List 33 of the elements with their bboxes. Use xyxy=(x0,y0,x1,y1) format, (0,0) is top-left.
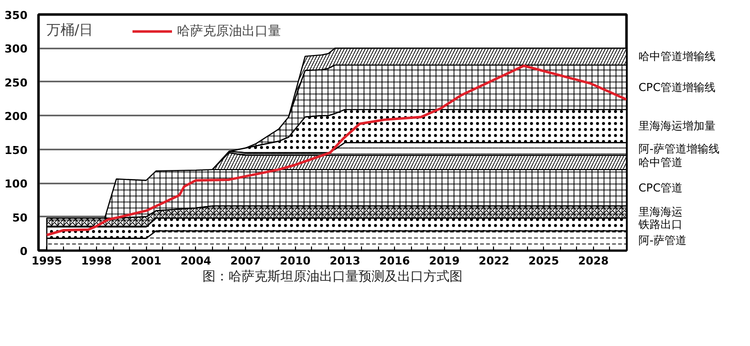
x-tick-label: 1995 xyxy=(31,254,62,268)
y-tick-label: 150 xyxy=(4,144,28,157)
series-label: CPC管道增输线 xyxy=(638,80,716,94)
line-series xyxy=(46,64,626,236)
x-tick-label: 2010 xyxy=(280,254,311,268)
x-tick-label: 2001 xyxy=(130,254,162,268)
legend-label: 哈萨克原油出口量 xyxy=(177,23,281,40)
series-label: 里海海运增加量 xyxy=(638,120,716,133)
x-tick-label: 2022 xyxy=(478,254,510,268)
x-tick-label: 2025 xyxy=(528,254,559,268)
y-tick-label: 100 xyxy=(4,178,28,191)
y-tick-label: 200 xyxy=(4,110,28,124)
y-axis-title: 万桶/日 xyxy=(46,22,94,38)
series-label: 阿-萨管道 xyxy=(638,234,686,248)
x-tick-label: 2016 xyxy=(379,254,410,268)
x-tick-label: 2028 xyxy=(578,254,609,268)
series-label: 哈中管道增输线 xyxy=(638,50,716,64)
series-label: 里海海运 xyxy=(638,206,682,219)
y-tick-label: 300 xyxy=(4,42,28,56)
x-tick-label: 2019 xyxy=(428,254,460,268)
series-label: CPC管道 xyxy=(638,181,682,194)
y-tick-label: 0 xyxy=(20,245,28,258)
x-tick-label: 2004 xyxy=(180,254,212,268)
x-tick-label: 2007 xyxy=(230,254,261,268)
y-tick-label: 250 xyxy=(4,76,28,90)
y-tick-label: 50 xyxy=(12,211,28,224)
series-label: 阿-萨管道增输线 xyxy=(638,142,720,156)
text: 图：哈萨克斯坦原油出口量预测及出口方式图 xyxy=(202,268,462,284)
y-tick-label: 350 xyxy=(4,9,28,22)
x-tick-label: 1998 xyxy=(81,254,112,268)
series-label: 铁路出口 xyxy=(638,218,682,232)
x-tick-label: 2013 xyxy=(330,254,360,268)
series-label: 哈中管道 xyxy=(638,156,682,170)
